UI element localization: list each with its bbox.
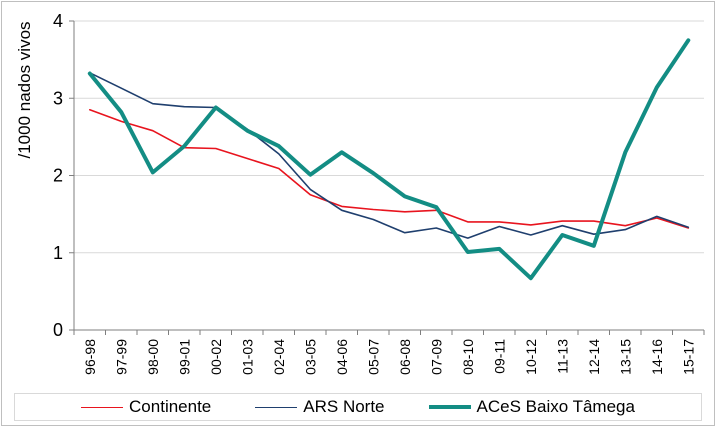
x-tick-label-13: 09-11 <box>491 339 507 374</box>
axes <box>69 20 705 335</box>
x-tick-label-11: 07-09 <box>428 339 444 375</box>
x-tick-label-14: 10-12 <box>523 339 539 375</box>
legend-label-2: ACeS Baixo Tâmega <box>476 397 635 416</box>
y-tick-label-3: 3 <box>53 88 63 108</box>
legend-swatch-1 <box>255 406 298 408</box>
x-tick-label-7: 03-05 <box>302 339 318 375</box>
legend-swatch-0 <box>81 406 124 408</box>
legend-item-2: ACeS Baixo Tâmega <box>428 397 635 417</box>
x-tick-label-17: 13-15 <box>617 339 633 375</box>
x-tick-label-16: 12-14 <box>586 339 602 375</box>
series-line-0 <box>89 109 690 229</box>
x-tick-label-2: 98-00 <box>145 339 161 375</box>
x-tick-label-5: 01-03 <box>239 339 255 375</box>
x-tick-label-8: 04-06 <box>334 339 350 375</box>
legend-item-0: Continente <box>81 397 211 417</box>
x-tick-label-6: 02-04 <box>271 339 287 375</box>
legend-item-1: ARS Norte <box>255 397 385 417</box>
x-tick-label-3: 99-01 <box>176 339 192 375</box>
legend-label-0: Continente <box>129 397 212 416</box>
x-tick-label-18: 14-16 <box>649 339 665 375</box>
y-tick-label-1: 1 <box>53 243 63 263</box>
y-tick-label-0: 0 <box>53 320 63 340</box>
y-tick-label-2: 2 <box>53 166 63 186</box>
x-tick-label-4: 00-02 <box>208 339 224 375</box>
series-line-1 <box>89 72 690 239</box>
x-tick-label-19: 15-17 <box>680 339 696 375</box>
y-axis-title: /1000 nados vivos <box>15 21 34 158</box>
x-tick-label-1: 97-99 <box>113 339 129 375</box>
legend: Continente ARS Norte ACeS Baixo Tâmega <box>14 393 702 421</box>
gridlines <box>74 20 704 254</box>
legend-label-1: ARS Norte <box>303 397 385 416</box>
series-line-2 <box>87 38 691 281</box>
legend-swatch-2 <box>428 405 471 409</box>
series-lines <box>87 38 691 281</box>
x-tick-label-10: 06-08 <box>397 339 413 375</box>
x-tick-label-9: 05-07 <box>365 339 381 375</box>
y-tick-labels: 0 1 2 3 4 <box>53 11 63 340</box>
x-tick-labels: 96-98 97-99 98-00 99-01 00-02 01-03 02-04 03-05… <box>82 339 697 375</box>
x-tick-label-0: 96-98 <box>82 339 98 375</box>
x-tick-label-15: 11-13 <box>554 339 570 374</box>
y-tick-label-4: 4 <box>53 11 63 31</box>
x-tick-label-12: 08-10 <box>460 339 476 375</box>
